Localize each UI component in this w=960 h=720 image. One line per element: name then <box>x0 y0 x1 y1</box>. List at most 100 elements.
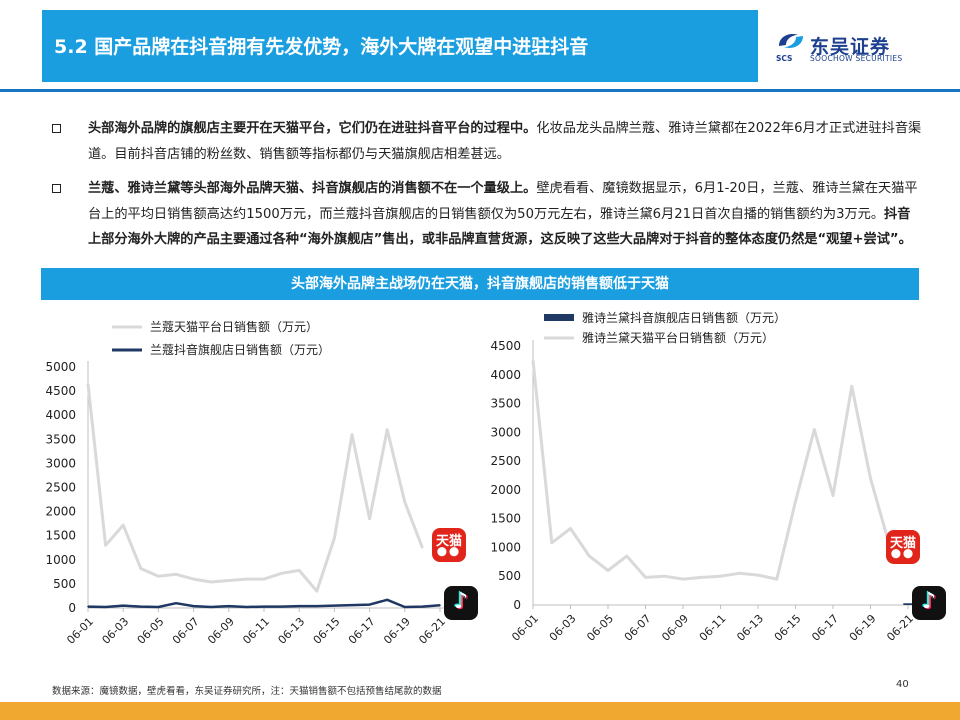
data-point <box>719 575 722 578</box>
data-point <box>421 605 424 608</box>
tmall-icon-label: 天猫 <box>435 534 462 549</box>
chart-banner: 头部海外品牌主战场仍在天猫，抖音旗舰店的销售额低于天猫 <box>41 268 919 300</box>
data-point <box>298 569 301 572</box>
data-point <box>104 544 107 547</box>
x-tick-label: 06-15 <box>772 612 804 644</box>
footer-bar <box>0 702 960 720</box>
data-point <box>404 501 406 503</box>
y-tick-label: 1500 <box>490 512 521 526</box>
y-tick-label: 3500 <box>45 432 76 446</box>
y-tick-label: 5000 <box>45 360 76 374</box>
data-point <box>316 590 318 592</box>
x-tick-label: 06-11 <box>697 612 729 644</box>
y-tick-label: 3500 <box>490 397 521 411</box>
data-point <box>550 542 553 544</box>
banner-text: 头部海外品牌主战场仍在天猫，抖音旗舰店的销售额低于天猫 <box>291 276 669 292</box>
bullet-bold-2: 抖音上部分海外大牌的产品主要通过各种“海外旗舰店”售出，或非品牌直营货源，这反映… <box>88 206 912 248</box>
data-point <box>757 574 759 576</box>
logo-cn: 东吴证券 <box>810 36 891 58</box>
tmall-icon-eyes: ⬤⬤ <box>436 547 462 557</box>
data-point <box>228 605 230 607</box>
data-point <box>588 555 591 557</box>
header-divider <box>0 89 960 92</box>
data-point <box>404 606 406 608</box>
logo-en: SOOCHOW SECURITIES <box>810 54 903 63</box>
page-title: 5.2 国产品牌在抖音拥有先发优势，海外大牌在观望中进驻抖音 <box>54 36 589 58</box>
data-point <box>104 606 107 608</box>
y-tick-label: 0 <box>68 601 76 615</box>
tiktok-icon-glyph: ♪ <box>453 589 469 614</box>
x-tick-label: 06-03 <box>100 615 132 647</box>
data-point <box>700 576 703 579</box>
data-point <box>140 567 142 570</box>
soochow-logo-icon <box>779 34 803 48</box>
bullet-item: 头部海外品牌的旗舰店主要开在天猫平台，它们仍在进驻抖音平台的过程中。化妆品龙头品… <box>52 116 922 167</box>
y-tick-label: 500 <box>498 569 521 583</box>
x-tick-label: 06-13 <box>734 612 766 644</box>
data-point <box>368 603 371 606</box>
data-point <box>738 572 741 575</box>
logo-abbr: SCS <box>776 54 793 63</box>
data-point <box>245 606 248 608</box>
data-point <box>175 602 177 604</box>
data-point <box>569 527 572 530</box>
data-point <box>386 599 389 601</box>
data-point <box>157 575 160 577</box>
x-tick-label: 06-05 <box>135 615 167 647</box>
data-point <box>794 500 797 503</box>
tmall-icon-eyes: ⬤⬤ <box>890 549 916 559</box>
data-point <box>532 359 534 362</box>
series-line <box>531 360 891 581</box>
y-tick-label: 2000 <box>45 505 76 519</box>
x-tick-label: 06-21 <box>884 612 916 644</box>
data-point <box>298 605 301 607</box>
x-tick-label: 06-15 <box>311 615 343 647</box>
y-tick-label: 2500 <box>490 454 521 468</box>
series-line <box>86 383 424 593</box>
data-point <box>386 428 389 431</box>
y-tick-label: 1000 <box>490 540 521 554</box>
x-tick-label: 06-01 <box>509 612 541 644</box>
data-source-note: 数据来源：魔镜数据，壁虎看看，东吴证券研究所，注：天猫销售额不包括预售结尾款的数… <box>52 686 442 697</box>
data-point <box>157 606 160 608</box>
data-point <box>333 604 336 607</box>
x-tick-label: 06-03 <box>547 612 579 644</box>
y-tick-label: 1500 <box>45 529 76 543</box>
data-point <box>869 477 872 480</box>
y-tick-label: 500 <box>53 577 76 591</box>
bullet-bold: 兰蔻、雅诗兰黛等头部海外品牌天猫、抖音旗舰店的消售额不在一个量级上。 <box>88 181 537 196</box>
data-point <box>228 579 230 582</box>
legend-swatch <box>544 314 574 321</box>
bar-mark <box>903 603 913 605</box>
x-tick-label: 06-07 <box>622 612 654 644</box>
x-tick-label: 06-01 <box>64 615 96 647</box>
x-tick-label: 06-07 <box>170 615 202 647</box>
x-tick-label: 06-17 <box>809 612 841 644</box>
bullet-text: 化妆品龙头品牌兰蔻、雅诗兰黛都在2022年6月才正式进驻抖音渠道。目前抖音店铺的… <box>88 121 922 162</box>
x-tick-label: 06-09 <box>659 612 691 644</box>
x-tick-label: 06-11 <box>240 615 272 647</box>
y-tick-label: 2000 <box>490 483 521 497</box>
data-point <box>682 578 684 580</box>
x-tick-label: 06-19 <box>381 615 413 647</box>
chart-lancome: 0 500 1000 1500 2000 2500 3000 3500 4000 4500 5000… <box>0 305 480 680</box>
data-point <box>813 428 816 431</box>
data-point <box>122 524 124 526</box>
tiktok-icon: ♪ <box>912 586 946 620</box>
data-point <box>607 569 609 572</box>
y-tick-label: 1000 <box>45 553 76 567</box>
legend-label: 雅诗兰黛天猫平台日销售额（万元） <box>582 330 774 345</box>
data-point <box>663 575 666 578</box>
data-point <box>850 385 853 388</box>
data-point <box>245 578 248 580</box>
data-point <box>280 572 283 575</box>
x-tick-label: 06-13 <box>276 615 308 647</box>
bullet-item: 兰蔻、雅诗兰黛等头部海外品牌天猫、抖音旗舰店的消售额不在一个量级上。壁虎看看、魔… <box>52 176 922 253</box>
data-point <box>210 581 212 583</box>
data-point <box>87 383 89 385</box>
data-point <box>280 605 283 608</box>
brand-logo: SCS 东吴证券 SOOCHOW SECURITIES <box>776 30 926 70</box>
chart-estee-lauder: 0 500 1000 1500 2000 2500 3000 3500 4000 4500 06-0… <box>480 305 960 680</box>
legend-label: 兰蔻抖音旗舰店日销售额（万元） <box>150 342 330 357</box>
data-point <box>351 433 353 436</box>
